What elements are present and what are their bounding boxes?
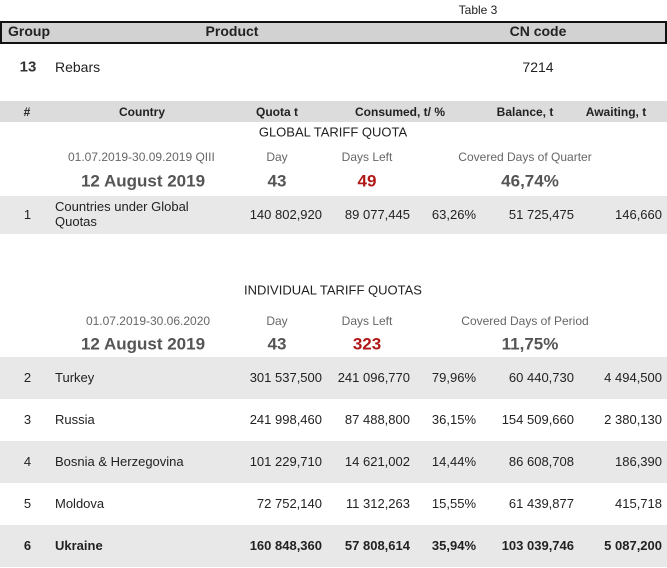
column-header: Country [119, 105, 165, 119]
day: 43 [267, 334, 287, 354]
table-cell: 14 621,002 [344, 453, 410, 469]
table-cell: 1 [23, 206, 32, 222]
date: 12 August 2019 [80, 171, 206, 191]
product-cn-code: 7214 [522, 59, 554, 75]
table-cell: 51 725,475 [508, 206, 574, 222]
table-cell: 79,96% [431, 369, 476, 385]
header-product: Product [205, 23, 259, 39]
day-label: Day [266, 314, 288, 328]
covered-label: Covered Days of Quarter [458, 150, 592, 164]
table-cell: 11 312,263 [345, 495, 410, 511]
column-header: # [23, 105, 31, 119]
covered-label: Covered Days of Period [461, 314, 589, 328]
table-cell: 36,15% [431, 411, 476, 427]
covered: 46,74% [501, 171, 559, 191]
column-header: Quota t [256, 105, 298, 119]
column-header-bar [0, 101, 667, 122]
table-cell: 160 848,360 [249, 537, 322, 553]
section-title: INDIVIDUAL TARIFF QUOTAS [244, 282, 422, 298]
table-cell: 2 380,130 [604, 411, 662, 427]
header-group: Group [8, 23, 50, 39]
table-cell: 101 229,710 [249, 453, 322, 469]
table-cell: 2 [23, 369, 32, 385]
table-cell: 60 440,730 [508, 369, 574, 385]
days-left: 323 [352, 334, 382, 354]
table-cell: 154 509,660 [501, 411, 574, 427]
table-cell: 61 439,877 [508, 495, 574, 511]
table-cell: Turkey [55, 369, 95, 385]
table-cell: Bosnia & Herzegovina [55, 453, 184, 469]
table-cell: 57 808,614 [344, 537, 410, 553]
table-cell: Russia [55, 411, 95, 427]
table-cell: Moldova [55, 495, 105, 511]
table-cell: 241 998,460 [249, 411, 322, 427]
table-cell: Ukraine [55, 537, 103, 553]
table-row: 3 Russia 241 998,460 87 488,800 36,15% 154 50… [0, 399, 667, 441]
table-cell: 14,44% [431, 453, 476, 469]
table-cell: 4 494,500 [604, 369, 662, 385]
table-row: 6 Ukraine 160 848,360 57 808,614 35,94% 103 0… [0, 525, 667, 567]
header-cn-code: CN code [509, 23, 567, 39]
table-cell: 35,94% [431, 537, 476, 553]
table-cell: 103 039,746 [501, 537, 574, 553]
table-cell: 86 608,708 [508, 453, 574, 469]
table-cell: 3 [23, 411, 32, 427]
table-row: 5 Moldova 72 752,140 11 312,263 15,55% 61 439… [0, 483, 667, 525]
table-cell: 72 752,140 [256, 495, 322, 511]
table-label: Table 3 [458, 3, 498, 17]
table-cell: Countries under Global Quotas [55, 199, 189, 229]
column-header: Balance, t [496, 105, 554, 119]
days-left: 49 [357, 171, 377, 191]
table-cell: 87 488,800 [344, 411, 410, 427]
table-cell: 301 537,500 [249, 369, 322, 385]
table-cell: 140 802,920 [249, 206, 322, 222]
header-bar [0, 21, 667, 44]
period: 01.07.2019-30.09.2019 QIII [68, 150, 215, 164]
table-row: 4 Bosnia & Herzegovina 101 229,710 14 621,0… [0, 441, 667, 483]
day: 43 [267, 171, 287, 191]
product-name: Rebars [55, 59, 101, 75]
table-cell: 415,718 [615, 495, 662, 511]
days-left-label: Days Left [341, 314, 393, 328]
table-cell: 6 [23, 537, 32, 553]
table-row: 1 Countries under Global Quotas 140 802,92… [0, 196, 667, 234]
table-cell: 89 077,445 [344, 206, 410, 222]
table-cell: 5 [23, 495, 32, 511]
period: 01.07.2019-30.06.2020 [85, 314, 211, 328]
table-cell: 146,660 [615, 206, 662, 222]
table-cell: 241 096,770 [337, 369, 410, 385]
day-label: Day [266, 150, 288, 164]
product-group: 13 [19, 58, 37, 76]
column-header: Consumed, t/ % [354, 105, 446, 119]
table-cell: 63,26% [431, 206, 476, 222]
days-left-label: Days Left [341, 150, 393, 164]
date: 12 August 2019 [80, 334, 206, 354]
table-cell: 4 [23, 453, 32, 469]
table-row: 2 Turkey 301 537,500 241 096,770 79,96% 60 44… [0, 357, 667, 399]
table-cell: 186,390 [615, 453, 662, 469]
table-cell: 5 087,200 [604, 537, 662, 553]
column-header: Awaiting, t [585, 105, 647, 119]
covered: 11,75% [501, 334, 559, 354]
table-cell: 15,55% [431, 495, 476, 511]
section-title: GLOBAL TARIFF QUOTA [258, 124, 408, 140]
